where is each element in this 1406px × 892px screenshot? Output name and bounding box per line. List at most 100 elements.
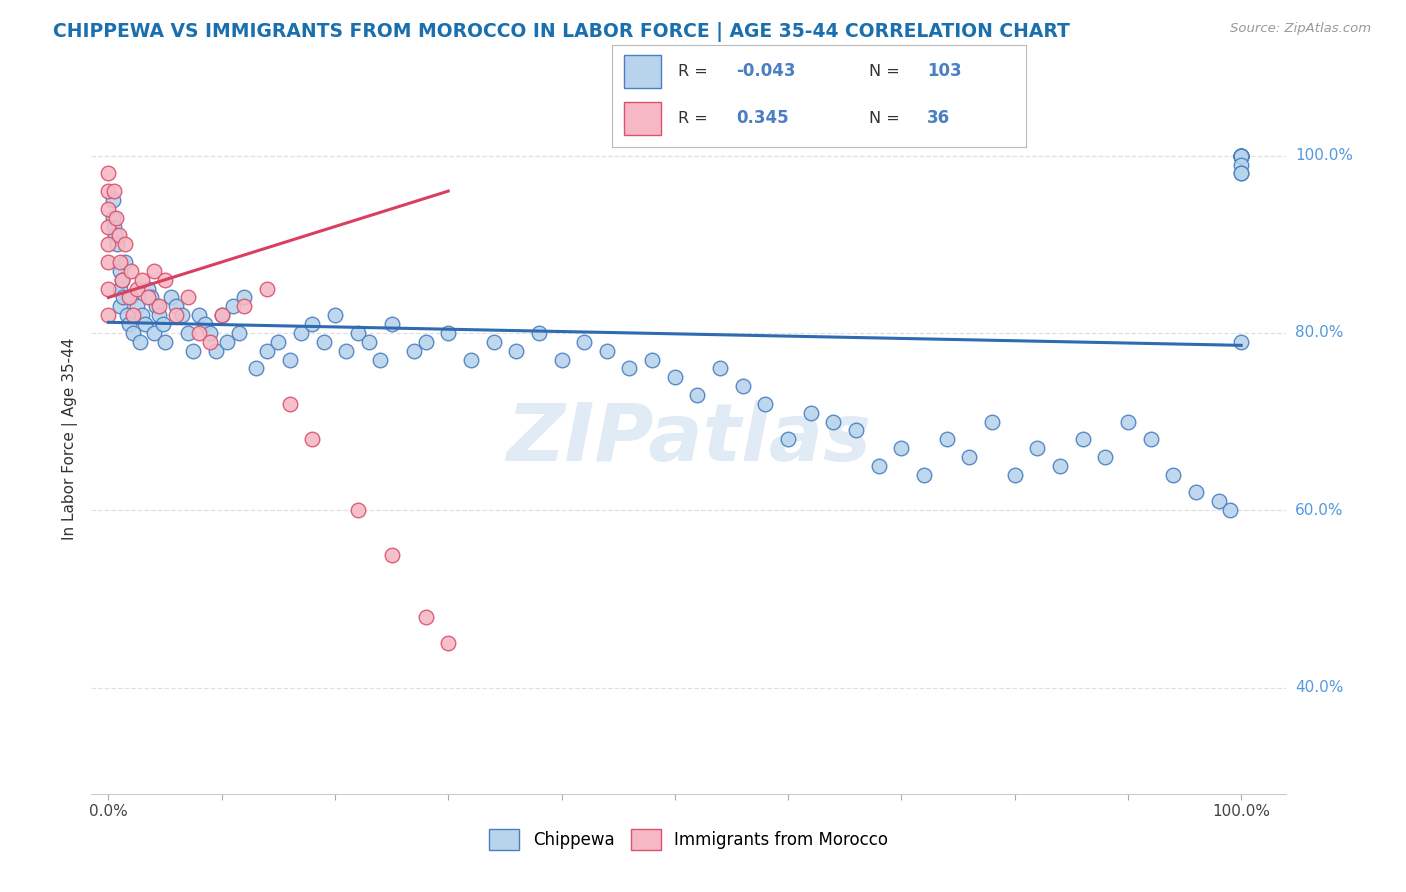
Point [278,397,301,411]
Text: N =: N = [869,111,900,126]
Point [323,308,346,322]
Point [335,343,357,358]
Point [1071,433,1094,447]
Text: 40.0%: 40.0% [1295,680,1343,695]
Point [104,228,127,243]
Text: -0.043: -0.043 [737,62,796,80]
Point [912,467,935,482]
Point [188,308,211,322]
Point [153,273,176,287]
Point [131,308,153,322]
Point [103,184,125,198]
Point [957,450,980,464]
Text: 100.0%: 100.0% [1295,148,1353,163]
Point [823,415,845,429]
Point [312,334,335,349]
Point [114,237,136,252]
Bar [624,102,661,135]
Point [165,308,187,322]
Point [136,282,159,296]
Point [641,352,664,367]
Point [108,255,131,269]
Point [105,211,128,225]
Point [125,299,148,313]
Point [97,255,120,269]
Point [527,326,550,340]
Point [1230,148,1253,162]
Point [1219,503,1241,517]
Bar [624,55,661,87]
Point [1230,334,1253,349]
Point [188,326,211,340]
Point [1185,485,1208,500]
Point [619,361,641,376]
Point [1230,148,1253,162]
Point [107,228,129,243]
Point [278,352,301,367]
Point [217,334,239,349]
Point [200,334,222,349]
Point [170,308,193,322]
Point [1004,467,1026,482]
Point [97,202,120,216]
Point [1230,148,1253,162]
Y-axis label: In Labor Force | Age 35-44: In Labor Force | Age 35-44 [62,338,79,541]
Point [981,415,1004,429]
Point [1230,166,1253,180]
Point [754,397,776,411]
Point [101,193,124,207]
Text: R =: R = [678,63,707,78]
Point [346,326,368,340]
Point [776,433,799,447]
Point [125,282,148,296]
Point [256,282,278,296]
Point [233,291,256,305]
Point [131,273,153,287]
Point [107,237,129,252]
Point [1208,494,1230,508]
Point [176,291,198,305]
Point [112,291,135,305]
Point [165,299,187,313]
Point [256,343,278,358]
Point [97,166,120,180]
Point [1094,450,1116,464]
Point [1139,433,1161,447]
Point [183,343,205,358]
Point [122,308,145,322]
Point [103,219,125,234]
Point [211,308,233,322]
Point [437,326,460,340]
Point [1230,148,1253,162]
Point [205,343,228,358]
Point [1230,148,1253,162]
Point [111,273,134,287]
Point [868,458,890,473]
Point [97,237,120,252]
Text: 0.345: 0.345 [737,110,789,128]
Point [120,264,142,278]
Point [596,343,619,358]
Point [111,273,134,287]
Point [357,334,380,349]
Point [108,299,131,313]
Point [460,352,482,367]
Point [153,334,176,349]
Point [108,282,131,296]
Point [245,361,267,376]
Point [141,291,163,305]
Text: N =: N = [869,63,900,78]
Point [404,343,426,358]
Point [731,379,754,393]
Text: 103: 103 [927,62,962,80]
Point [142,326,165,340]
Point [222,299,245,313]
Text: CHIPPEWA VS IMMIGRANTS FROM MOROCCO IN LABOR FORCE | AGE 35-44 CORRELATION CHART: CHIPPEWA VS IMMIGRANTS FROM MOROCCO IN L… [53,22,1070,42]
Point [145,299,167,313]
Point [301,317,323,331]
Point [415,609,437,624]
Point [148,308,170,322]
Point [301,433,323,447]
Point [845,424,868,438]
Point [97,308,120,322]
